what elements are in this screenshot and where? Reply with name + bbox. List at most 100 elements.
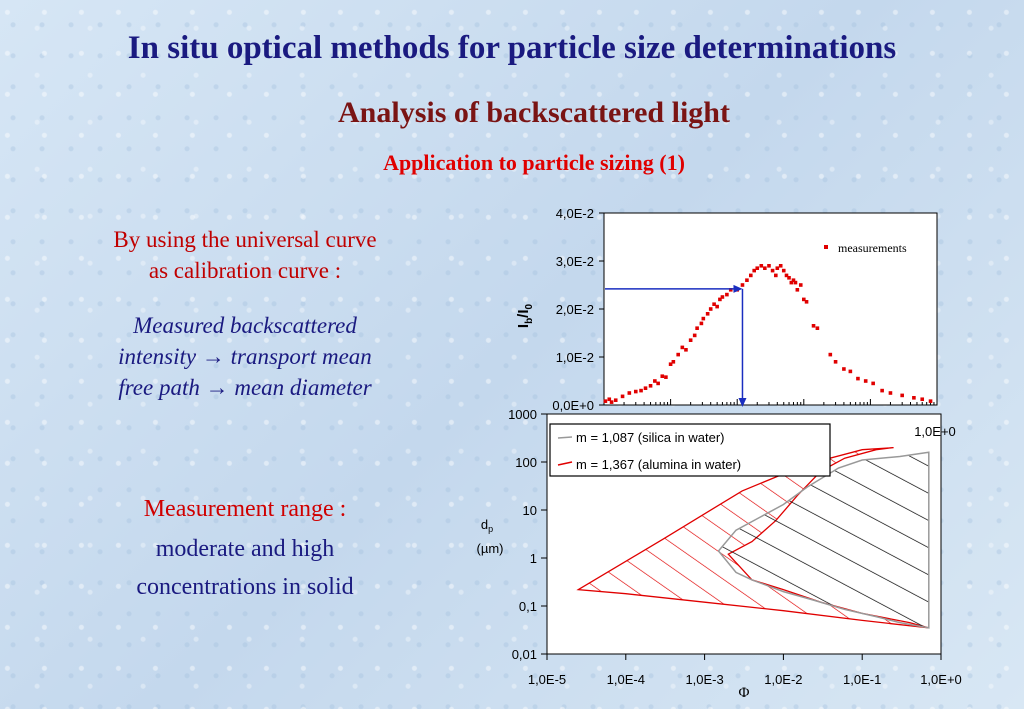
arrow-vertical-head <box>738 398 747 407</box>
measurement-point <box>802 297 806 302</box>
bottom-ytick-label: 0,01 <box>512 647 537 662</box>
range-title: Measurement range : <box>143 496 347 522</box>
measurement-point <box>705 312 710 316</box>
method-line-1: Measured backscattered <box>133 313 357 338</box>
measurement-point <box>725 292 729 297</box>
measurement-point <box>770 268 775 273</box>
top-data-points <box>603 264 933 404</box>
bottom-xlabel: Φ <box>739 685 750 701</box>
top-ytick-label: 4,0E-2 <box>556 206 594 221</box>
measurement-point <box>699 321 704 326</box>
measurement-point <box>660 374 665 378</box>
top-xtick-right: 1,0E+0 <box>914 424 956 439</box>
top-legend-marker <box>824 245 828 249</box>
top-ylabel: Ib/I0 <box>515 303 535 328</box>
measurement-point <box>656 381 660 386</box>
measurement-point <box>755 266 760 270</box>
bottom-xtick-label: 1,0E-1 <box>843 672 881 687</box>
slide-subtitle: Analysis of backscattered light <box>338 96 730 129</box>
measurement-point <box>811 324 816 328</box>
measurement-point <box>759 264 764 268</box>
top-ylabel-main: I <box>515 324 532 328</box>
intro-line-1: By using the universal curve <box>113 227 377 252</box>
top-ylabel-mid: /I <box>515 309 532 317</box>
intro-text: By using the universal curve as calibrat… <box>55 224 435 286</box>
method-line-3: free path → mean diameter <box>55 372 435 403</box>
measurement-point <box>798 283 803 287</box>
measurement-point <box>767 264 771 268</box>
silica-legend-label: m = 1,087 (silica in water) <box>576 430 724 445</box>
top-legend-label: measurements <box>838 241 907 255</box>
bottom-ylabel-sub: p <box>488 524 493 534</box>
measurement-point <box>740 283 745 287</box>
silica-region <box>717 451 930 629</box>
measurement-point <box>639 388 643 393</box>
measurement-point <box>708 307 713 311</box>
intro-line-2: as calibration curve : <box>148 258 342 283</box>
bottom-xtick-label: 1,0E-3 <box>685 672 723 687</box>
bottom-ytick-label: 0,1 <box>519 599 537 614</box>
bottom-ytick-label: 1000 <box>508 407 537 422</box>
measurement-point <box>671 360 676 364</box>
bottom-ylabel-main: d <box>481 517 488 532</box>
measurement-point <box>928 399 933 403</box>
measurement-point <box>912 396 916 400</box>
top-ytick-label: 0,0E+0 <box>552 398 594 413</box>
measurement-point <box>778 264 783 268</box>
measurement-point <box>787 276 791 280</box>
measurement-point <box>789 280 794 285</box>
top-axis-ticks: 0,0E+0 1,0E-2 2,0E-2 3,0E-2 4,0E-2 <box>552 206 938 413</box>
measurement-point <box>775 266 780 270</box>
measurement-point <box>745 278 749 282</box>
top-legend: measurements <box>824 241 907 255</box>
method-line-3b: mean diameter <box>234 375 372 400</box>
measurement-point <box>712 302 716 306</box>
measurement-point <box>643 386 648 390</box>
measurement-point <box>863 379 868 383</box>
measurement-point <box>888 391 893 395</box>
measurement-point <box>633 389 638 394</box>
measurement-point <box>680 345 685 350</box>
top-plot-area <box>603 212 938 406</box>
measurement-point <box>833 360 838 364</box>
slide-title: In situ optical methods for particle siz… <box>127 30 897 66</box>
section-heading: Application to particle sizing (1) <box>383 150 685 175</box>
top-ylabel-sub1: b <box>524 318 535 324</box>
range-body: moderate and high concentrations in soli… <box>55 530 435 606</box>
method-line-3a: free path <box>118 375 200 400</box>
measurement-point <box>842 367 846 371</box>
measurement-point <box>795 288 800 292</box>
arrow-icon: → <box>201 344 225 369</box>
measurement-point <box>748 273 753 278</box>
measurement-point <box>920 397 925 402</box>
measurement-point <box>880 388 884 393</box>
measurement-point <box>648 384 653 388</box>
alumina-legend-line <box>557 461 573 466</box>
measurement-point <box>774 273 778 278</box>
top-ylabel-sub2: 0 <box>524 303 535 309</box>
measurement-point <box>607 397 612 402</box>
measurement-point <box>620 394 625 399</box>
measurement-point <box>609 400 614 404</box>
measurement-point <box>815 326 820 330</box>
measurement-point <box>676 352 680 357</box>
bottom-ytick-label: 10 <box>523 503 537 518</box>
measurement-point <box>791 278 796 282</box>
bottom-ylabel: dp <box>481 517 493 534</box>
alumina-legend-label: m = 1,367 (alumina in water) <box>576 457 741 472</box>
measurement-point <box>668 362 673 366</box>
measurement-point <box>718 297 722 302</box>
method-line-2a: intensity <box>118 344 197 369</box>
arrow-icon: → <box>205 375 229 400</box>
measurement-point <box>804 300 809 304</box>
bottom-ytick-label: 1 <box>530 551 537 566</box>
bottom-legend: m = 1,087 (silica in water) m = 1,367 (a… <box>549 423 831 477</box>
measurement-point <box>695 326 699 330</box>
measurement-point <box>701 316 706 321</box>
measurement-point <box>715 304 719 309</box>
top-ytick-label: 1,0E-2 <box>556 350 594 365</box>
measurement-point <box>781 268 786 273</box>
method-line-2b: transport mean <box>230 344 372 369</box>
bottom-xtick-label: 1,0E-2 <box>764 672 802 687</box>
